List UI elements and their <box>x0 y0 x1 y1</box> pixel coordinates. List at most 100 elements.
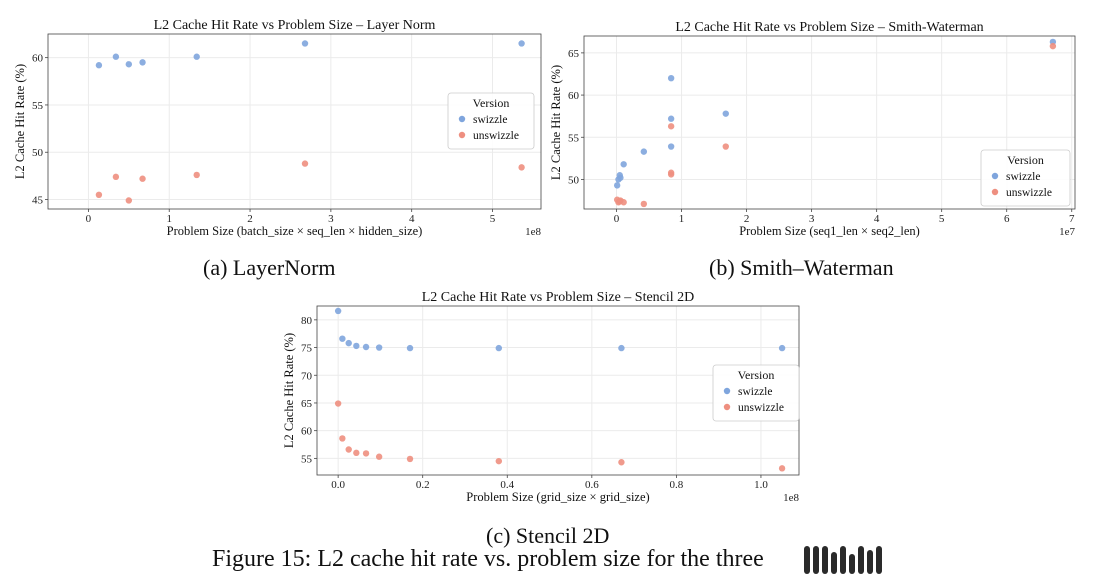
legend-title: Version <box>1007 153 1044 167</box>
data-point-unswizzle <box>640 200 648 208</box>
legend-marker-swizzle <box>723 387 731 395</box>
y-axis-label: L2 Cache Hit Rate (%) <box>282 333 296 448</box>
y-tick-label: 45 <box>32 195 44 207</box>
data-point-unswizzle <box>345 446 352 453</box>
legend-label-unswizzle: unswizzle <box>738 402 784 414</box>
data-point-unswizzle <box>722 143 729 150</box>
chart-stencil-2d: 0.0 0.2 0.4 0.6 0.8 1.0 55 60 65 70 75 80 L2 Cache H… <box>282 290 800 504</box>
chart-title: L2 Cache Hit Rate vs Problem Size – Laye… <box>154 18 436 33</box>
legend-title: Version <box>473 96 510 110</box>
data-point-swizzle <box>495 344 503 352</box>
data-point-unswizzle <box>95 191 103 199</box>
y-axis-label: L2 Cache Hit Rate (%) <box>13 64 27 179</box>
x-tick-label: 0 <box>86 213 92 225</box>
data-point-unswizzle <box>125 197 133 204</box>
data-point-swizzle <box>339 335 346 342</box>
data-point-unswizzle <box>667 169 675 176</box>
data-point-unswizzle <box>301 160 309 167</box>
data-point-swizzle <box>193 53 200 60</box>
data-point-unswizzle <box>518 164 525 171</box>
x-tick-label: 3 <box>328 213 334 225</box>
y-tick-label: 60 <box>301 426 313 438</box>
x-tick-label: 0.2 <box>416 479 430 491</box>
y-axis-label: L2 Cache Hit Rate (%) <box>549 65 563 180</box>
x-tick-label: 0.4 <box>500 479 514 491</box>
x-tick-label: 4 <box>874 213 880 225</box>
y-tick-label: 80 <box>301 315 313 327</box>
legend-label-swizzle: swizzle <box>738 386 772 398</box>
data-point-swizzle <box>353 342 360 350</box>
x-tick-label: 6 <box>1004 213 1010 225</box>
x-axis-exponent: 1e8 <box>525 226 541 238</box>
caption-layernorm: (a) LayerNorm <box>203 255 336 280</box>
data-point-unswizzle <box>667 123 675 130</box>
y-tick-label: 50 <box>32 147 44 159</box>
y-tick-label: 70 <box>301 370 313 382</box>
data-point-swizzle <box>362 343 370 351</box>
data-point-unswizzle <box>362 450 370 457</box>
chart-title: L2 Cache Hit Rate vs Problem Size – Smit… <box>675 20 983 35</box>
x-tick-label: 2 <box>247 213 253 225</box>
caption-stencil-2d: (c) Stencil 2D <box>486 523 610 548</box>
redaction-scribble <box>800 540 1095 586</box>
data-point-swizzle <box>778 344 786 352</box>
x-axis-label: Problem Size (grid_size × grid_size) <box>466 490 649 504</box>
x-tick-label: 2 <box>744 213 750 225</box>
data-point-swizzle <box>518 40 525 47</box>
legend-box <box>447 92 535 150</box>
x-tick-label: 0.6 <box>585 479 599 491</box>
plot-frame <box>583 35 1076 210</box>
x-axis-label: Problem Size (batch_size × seq_len × hid… <box>167 224 423 238</box>
data-point-swizzle <box>667 143 675 150</box>
legend-marker-unswizzle <box>723 403 731 411</box>
x-axis-exponent: 1e7 <box>1059 226 1075 238</box>
x-tick-label: 7 <box>1069 213 1075 225</box>
legend-box <box>712 364 800 422</box>
data-point-swizzle <box>406 344 414 352</box>
data-point-swizzle <box>618 344 625 352</box>
figure-caption: Figure 15: L2 cache hit rate vs. problem… <box>212 546 764 572</box>
x-tick-label: 0.0 <box>331 479 345 491</box>
data-point-unswizzle <box>1049 42 1057 50</box>
data-point-swizzle <box>125 61 133 68</box>
legend-title: Version <box>738 368 775 382</box>
y-tick-label: 50 <box>568 174 580 186</box>
chart-title: L2 Cache Hit Rate vs Problem Size – Sten… <box>422 290 695 305</box>
y-tick-label: 55 <box>32 100 44 112</box>
legend-label-unswizzle: unswizzle <box>473 130 519 142</box>
legend-marker-swizzle <box>458 115 466 123</box>
x-axis-exponent: 1e8 <box>783 492 799 504</box>
data-point-unswizzle <box>353 449 360 457</box>
data-point-swizzle <box>301 40 309 47</box>
legend-marker-unswizzle <box>458 131 466 139</box>
data-point-swizzle <box>334 307 342 315</box>
x-tick-label: 1 <box>166 213 172 225</box>
data-point-unswizzle <box>139 175 146 182</box>
legend-label-swizzle: swizzle <box>473 114 507 126</box>
data-point-swizzle <box>375 344 383 351</box>
y-tick-label: 60 <box>32 53 44 65</box>
legend-marker-unswizzle <box>991 188 999 196</box>
legend-marker-swizzle <box>991 172 999 180</box>
data-point-unswizzle <box>375 453 383 460</box>
y-tick-label: 55 <box>568 132 580 144</box>
x-tick-label: 1 <box>679 213 685 225</box>
data-point-swizzle <box>617 174 624 181</box>
data-point-swizzle <box>112 53 120 60</box>
y-tick-label: 65 <box>568 48 580 60</box>
y-tick-label: 75 <box>301 343 313 355</box>
x-tick-label: 5 <box>939 213 945 225</box>
chart-smith-waterman: 0 1 2 3 4 5 6 7 50 55 60 65 L2 Cache Hit Rate vs Pro… <box>549 20 1076 238</box>
x-tick-label: 0.8 <box>670 479 684 491</box>
x-axis-label: Problem Size (seq1_len × seq2_len) <box>739 224 920 238</box>
x-tick-label: 1.0 <box>754 479 768 491</box>
y-tick-label: 65 <box>301 398 313 410</box>
data-point-swizzle <box>722 110 729 117</box>
y-tick-label: 60 <box>568 90 580 102</box>
x-tick-label: 3 <box>809 213 815 225</box>
data-point-unswizzle <box>112 173 120 181</box>
data-point-swizzle <box>345 339 352 347</box>
x-tick-label: 5 <box>490 213 496 225</box>
x-tick-label: 0 <box>614 213 620 225</box>
data-point-unswizzle <box>406 455 414 463</box>
